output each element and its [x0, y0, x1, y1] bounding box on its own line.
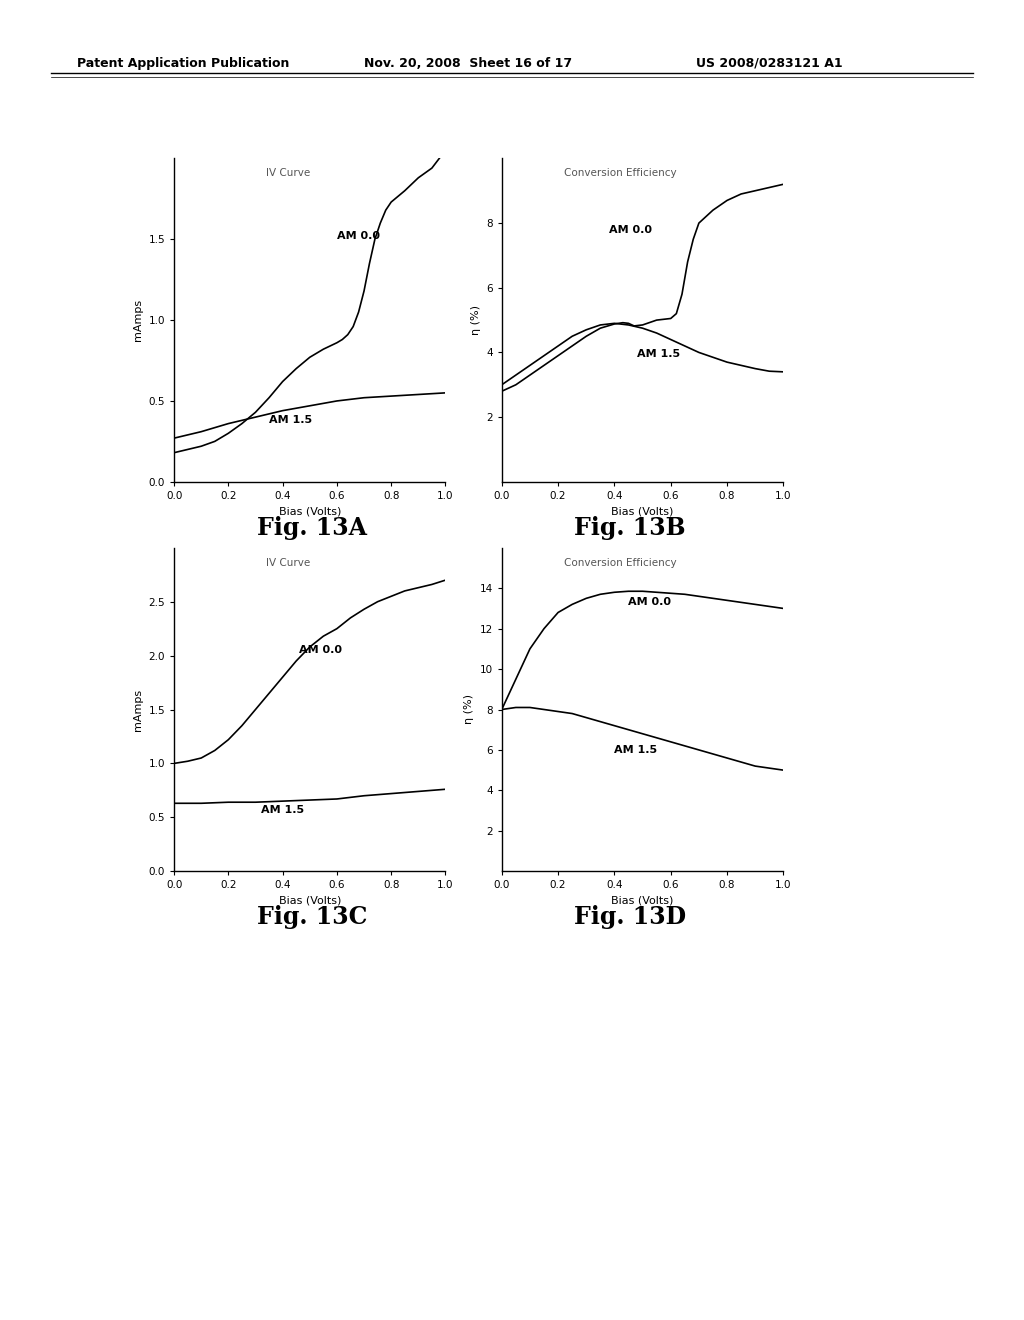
- Text: US 2008/0283121 A1: US 2008/0283121 A1: [696, 57, 843, 70]
- Text: Fig. 13A: Fig. 13A: [257, 516, 368, 540]
- Text: Nov. 20, 2008  Sheet 16 of 17: Nov. 20, 2008 Sheet 16 of 17: [364, 57, 571, 70]
- X-axis label: Bias (Volts): Bias (Volts): [279, 507, 341, 516]
- Text: Fig. 13D: Fig. 13D: [573, 906, 686, 929]
- X-axis label: Bias (Volts): Bias (Volts): [611, 507, 674, 516]
- Text: AM 0.0: AM 0.0: [608, 224, 651, 235]
- Text: AM 1.5: AM 1.5: [637, 348, 680, 359]
- Text: AM 1.5: AM 1.5: [269, 416, 312, 425]
- Text: Fig. 13C: Fig. 13C: [257, 906, 368, 929]
- X-axis label: Bias (Volts): Bias (Volts): [279, 896, 341, 906]
- Y-axis label: η (%): η (%): [471, 305, 480, 335]
- Text: AM 1.5: AM 1.5: [614, 744, 657, 755]
- Text: IV Curve: IV Curve: [266, 168, 310, 178]
- Text: AM 0.0: AM 0.0: [299, 645, 342, 655]
- Text: Conversion Efficiency: Conversion Efficiency: [564, 168, 676, 178]
- X-axis label: Bias (Volts): Bias (Volts): [611, 896, 674, 906]
- Text: Conversion Efficiency: Conversion Efficiency: [564, 557, 676, 568]
- Text: IV Curve: IV Curve: [266, 557, 310, 568]
- Y-axis label: mAmps: mAmps: [133, 300, 143, 341]
- Text: AM 1.5: AM 1.5: [261, 805, 304, 814]
- Text: Patent Application Publication: Patent Application Publication: [77, 57, 289, 70]
- Text: Fig. 13B: Fig. 13B: [574, 516, 685, 540]
- Text: AM 0.0: AM 0.0: [629, 598, 672, 607]
- Y-axis label: mAmps: mAmps: [133, 689, 143, 730]
- Text: AM 0.0: AM 0.0: [337, 231, 380, 242]
- Y-axis label: η (%): η (%): [464, 694, 474, 725]
